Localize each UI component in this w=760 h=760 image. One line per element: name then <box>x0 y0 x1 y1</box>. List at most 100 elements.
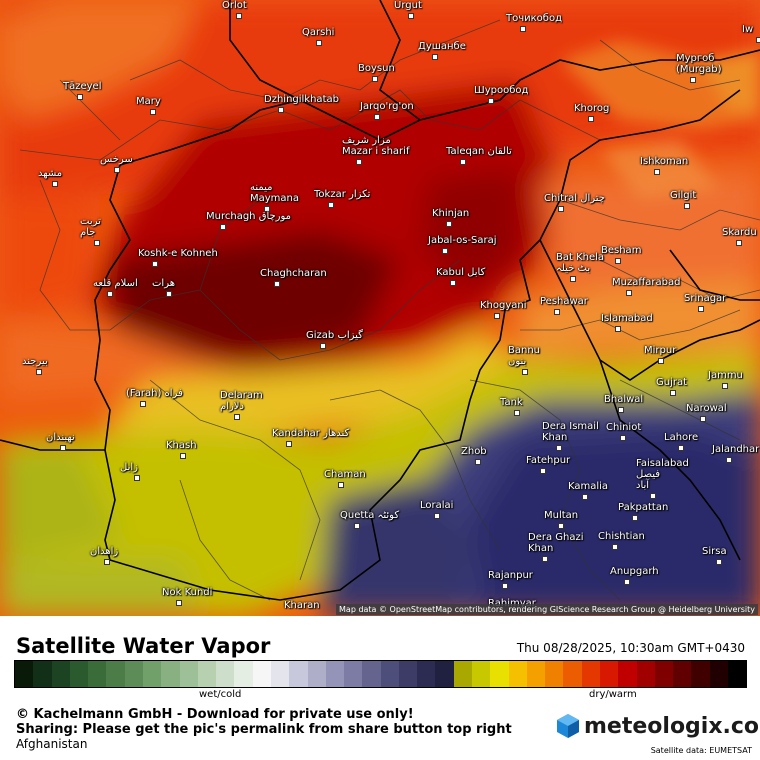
city-marker <box>152 261 158 267</box>
city-marker <box>542 556 548 562</box>
satellite-map[interactable] <box>0 0 760 616</box>
scale-swatch <box>142 661 162 687</box>
city-label: (Farah) فراه <box>126 388 183 399</box>
city-label: Chaman <box>324 469 366 480</box>
city-label: زابل <box>120 462 138 473</box>
city-label: Nok Kundi <box>162 587 213 598</box>
satellite-source: Satellite data: EUMETSAT <box>650 746 752 755</box>
city-marker <box>615 326 621 332</box>
city-marker <box>612 544 618 550</box>
city-label: Jalandhar <box>712 444 760 455</box>
scale-swatch <box>106 661 125 687</box>
city-marker <box>475 459 481 465</box>
copyright-text: © Kachelmann GmbH - Download for private… <box>16 707 414 722</box>
city-marker <box>107 291 113 297</box>
city-marker <box>756 37 760 43</box>
scale-swatch <box>179 661 198 687</box>
city-marker <box>722 383 728 389</box>
city-label: Tank <box>500 397 523 408</box>
city-marker <box>278 107 284 113</box>
city-label: Bat Khela بٹ خیلہ <box>556 252 605 274</box>
city-label: Pakpattan <box>618 502 669 513</box>
scale-swatch <box>673 661 692 687</box>
scale-swatch <box>490 661 509 687</box>
city-label: Mirpur <box>644 345 677 356</box>
city-label: Srinagar <box>684 293 727 304</box>
city-marker <box>700 416 706 422</box>
city-label: Khorog <box>574 103 610 114</box>
city-label: Quetta کوئٹہ <box>340 510 400 521</box>
city-marker <box>286 441 292 447</box>
city-label: Narowal <box>686 403 727 414</box>
city-label: Tāzeyel <box>63 81 102 92</box>
scale-swatch <box>526 661 546 687</box>
scale-swatch <box>197 661 217 687</box>
city-marker <box>650 493 656 499</box>
scale-swatch <box>435 661 454 687</box>
city-label: Chitral چترال <box>544 193 605 204</box>
region-name: Afghanistan <box>16 737 88 751</box>
scale-swatch <box>398 661 418 687</box>
city-marker <box>408 13 414 19</box>
scale-swatch <box>691 661 710 687</box>
brand-name: meteologix.com <box>584 713 760 739</box>
city-label: Multan <box>544 510 579 521</box>
scale-swatch <box>33 661 52 687</box>
city-marker <box>104 559 110 565</box>
city-marker <box>626 290 632 296</box>
city-label: هرات <box>152 278 175 289</box>
city-label: Peshawar <box>540 296 588 307</box>
city-label: زاهدان <box>90 546 119 557</box>
scale-swatch <box>289 661 308 687</box>
city-label: Urgut <box>394 0 422 11</box>
map-attribution: Map data © OpenStreetMap contributors, r… <box>336 604 758 615</box>
city-marker <box>180 453 186 459</box>
city-label: Tokzar تكزار <box>314 189 371 200</box>
city-marker <box>670 390 676 396</box>
city-marker <box>234 414 240 420</box>
city-marker <box>494 313 500 319</box>
city-marker <box>582 494 588 500</box>
city-label: Delaram دلارام <box>220 390 263 412</box>
city-marker <box>264 206 270 212</box>
wet-label: wet/cold <box>199 689 242 700</box>
brand-logo[interactable]: meteologix.com <box>556 713 760 739</box>
city-label: Murchagh مورچاق <box>206 211 292 222</box>
city-marker <box>354 523 360 529</box>
city-label: تربت جام <box>80 216 101 238</box>
city-marker <box>176 600 182 606</box>
scale-swatch <box>472 661 491 687</box>
city-marker <box>140 401 146 407</box>
city-marker <box>558 523 564 529</box>
city-marker <box>77 94 83 100</box>
scale-swatch <box>51 661 70 687</box>
city-marker <box>446 221 452 227</box>
city-marker <box>678 445 684 451</box>
scale-swatch <box>453 661 473 687</box>
scale-swatch <box>69 661 89 687</box>
scale-swatch <box>380 661 399 687</box>
city-label: Jammu <box>708 370 743 381</box>
scale-swatch <box>618 661 637 687</box>
city-label: Faisalabad فیصل آباد <box>636 458 689 491</box>
city-label: Lahore <box>664 432 699 443</box>
page-title: Satellite Water Vapor <box>16 634 271 658</box>
city-marker <box>726 457 732 463</box>
city-label: Mary <box>136 96 161 107</box>
city-label: Khinjan <box>432 208 470 219</box>
scale-swatch <box>563 661 582 687</box>
city-marker <box>316 40 322 46</box>
city-marker <box>434 513 440 519</box>
timestamp: Thu 08/28/2025, 10:30am GMT+0430 <box>516 641 745 655</box>
city-label: Dera Ghazi Khan <box>528 532 584 554</box>
city-marker <box>736 240 742 246</box>
city-label: Boysun <box>358 63 395 74</box>
city-label: Loralai <box>420 500 454 511</box>
scale-swatch <box>581 661 600 687</box>
city-label: Gujrat <box>656 377 688 388</box>
city-marker <box>502 583 508 589</box>
legend-panel <box>0 616 760 760</box>
city-marker <box>570 276 576 282</box>
city-marker <box>684 203 690 209</box>
city-label: Kabul كابل <box>436 267 486 278</box>
